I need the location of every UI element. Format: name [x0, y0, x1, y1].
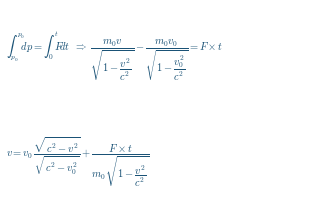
Text: $v = v_0\,\dfrac{\sqrt{c^2 - v^2}}{\sqrt{c^2 - v_0^2}} + \dfrac{F \times t}{m_0\: $v = v_0\,\dfrac{\sqrt{c^2 - v^2}}{\sqrt…: [6, 136, 150, 190]
Text: $\int_{p_0}^{p_0}\!\! dp = \int_{0}^{t}\!\! F\!dt\;\;\Rightarrow\;\dfrac{m_0 v}{: $\int_{p_0}^{p_0}\!\! dp = \int_{0}^{t}\…: [6, 31, 223, 84]
